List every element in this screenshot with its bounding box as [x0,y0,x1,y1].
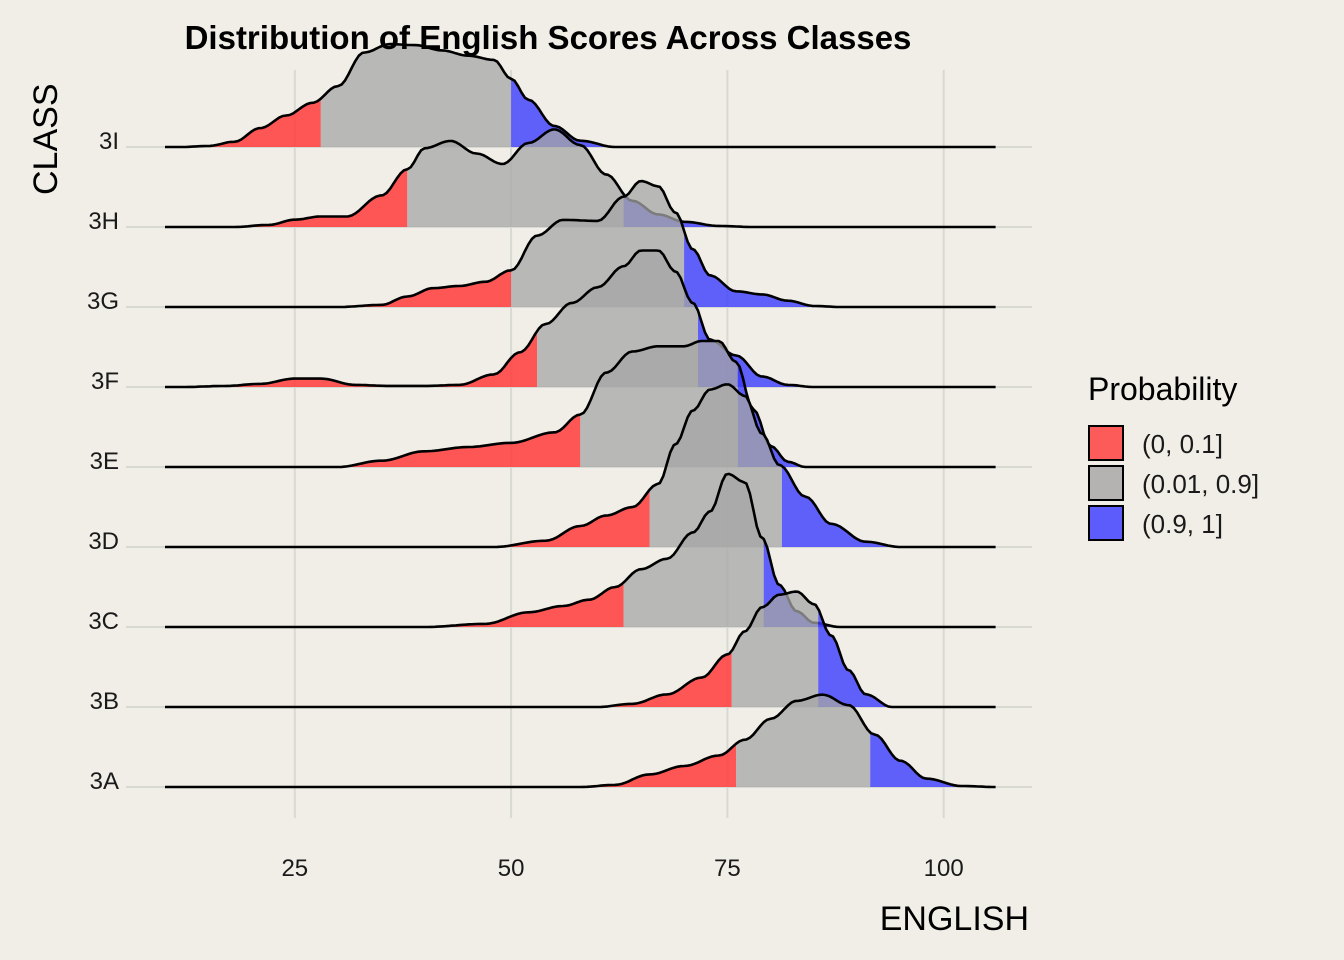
ridge-outline [165,590,996,709]
y-tick-label: 3H [88,208,119,235]
y-tick-label: 3D [88,528,119,555]
chart-title: Distribution of English Scores Across Cl… [185,19,912,56]
ridge-outline [165,249,996,389]
ridge-middle [320,44,512,147]
ridge-low-tail [424,582,624,627]
density-ridges [165,42,996,789]
legend-swatch [1088,425,1124,461]
ridge-3A [165,693,996,789]
x-axis: 25 50 75 100 [281,855,963,882]
ridge-middle [736,694,871,787]
x-tick-label: 50 [498,855,525,882]
ridge-high-tail [511,78,615,147]
y-tick-label: 3B [90,688,119,715]
y-tick-label: 3G [87,288,119,315]
ridge-outline [165,383,996,549]
legend-swatch [1088,465,1124,501]
y-tick-label: 3E [90,448,119,475]
ridge-3I [165,42,996,149]
ridge-3C [165,472,996,629]
x-tick-label: 75 [714,855,741,882]
ridge-outline [165,42,996,149]
ridge-low-tail [580,743,737,787]
ridge-outline [165,128,996,229]
ridge-outline [165,693,996,789]
legend-label: (0.01, 0.9] [1142,469,1259,499]
legend-label: (0, 0.1] [1142,429,1223,459]
legend: Probability (0, 0.1] (0.01, 0.9] (0.9, 1] [1088,371,1259,541]
ridge-low-tail [597,651,732,707]
ridge-low-tail [338,414,581,467]
ridge-outline [165,472,996,629]
ridge-middle [407,129,624,227]
legend-title: Probability [1088,371,1237,407]
y-tick-label: 3A [90,768,119,795]
y-axis: 3I 3H 3G 3F 3E 3D 3C 3B 3A [87,128,119,795]
ridge-low-tail [493,489,650,547]
y-axis-title: CLASS [27,84,65,196]
y-tick-label: 3F [91,368,119,395]
ridge-middle [623,473,764,627]
ridge-low-tail [338,270,512,307]
ridge-low-tail [234,169,408,227]
x-axis-title: ENGLISH [880,900,1029,938]
x-tick-label: 100 [924,855,964,882]
y-tick-label: 3I [99,128,119,155]
ridge-high-tail [781,465,901,547]
x-tick-label: 25 [281,855,308,882]
ridge-high-tail [684,230,840,307]
ridge-low-tail [182,331,538,387]
legend-label: (0.9, 1] [1142,509,1223,539]
y-tick-label: 3C [88,608,119,635]
ridge-low-tail [182,98,321,147]
legend-swatch [1088,505,1124,541]
ridge-outline [165,179,996,309]
ridge-high-tail [870,732,996,787]
ridge-outline [165,339,996,469]
ridge-high-tail [818,608,892,707]
ridge-3B [165,590,996,709]
